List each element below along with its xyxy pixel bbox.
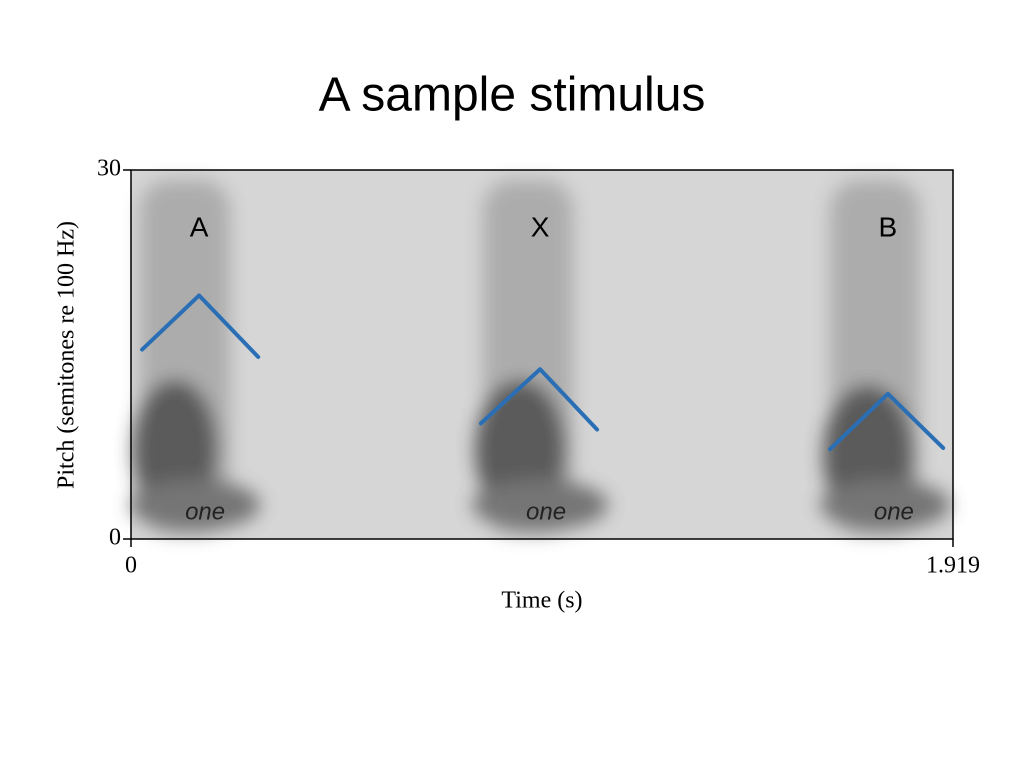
pitch-contour — [140, 293, 261, 359]
pitch-contour — [478, 367, 600, 432]
x-tick-label: 1.919 — [926, 553, 980, 579]
y-axis-label: Pitch (semitones re 100 Hz) — [54, 221, 80, 489]
pitch-contour — [828, 391, 946, 452]
x-axis-label: Time (s) — [501, 588, 582, 614]
series-label: B — [879, 211, 898, 242]
spectrogram — [130, 180, 950, 535]
y-tick-label: 0 — [109, 525, 121, 551]
series-label: X — [531, 211, 550, 242]
x-tick-label: 0 — [125, 553, 137, 579]
slide-title: A sample stimulus — [319, 69, 706, 122]
word-annotation: one — [526, 498, 566, 525]
y-tick-label: 30 — [97, 156, 121, 182]
series-label: A — [190, 211, 209, 242]
plot-frame — [130, 169, 954, 540]
word-annotation: one — [874, 498, 914, 525]
word-annotation: one — [185, 498, 225, 525]
